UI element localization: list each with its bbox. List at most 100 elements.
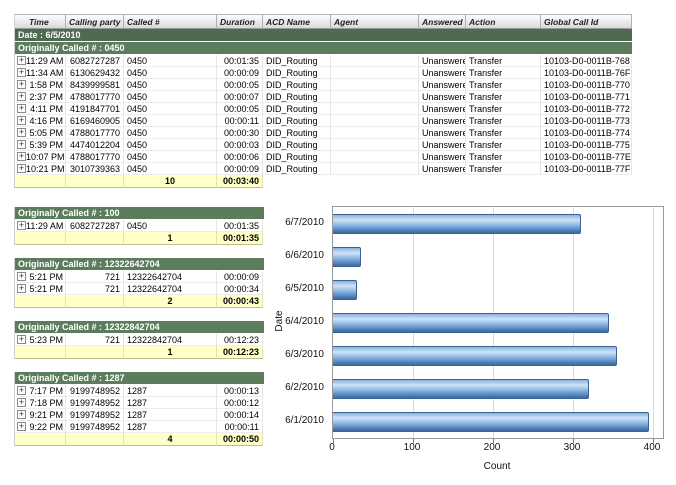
- expand-icon[interactable]: +: [17, 139, 26, 149]
- time-value: 1:58 PM: [29, 79, 63, 90]
- call_id-cell: 10103-D0-0011B-774: [541, 127, 632, 139]
- acd-cell: DID_Routing: [263, 91, 331, 103]
- called-group-header: Originally Called # : 1287: [15, 372, 264, 385]
- calling-cell: 9199748952: [66, 409, 124, 421]
- agent-cell: [331, 139, 419, 151]
- called-group-header: Originally Called # : 100: [15, 207, 264, 220]
- chart-bar: [333, 313, 609, 333]
- column-header-action[interactable]: Action: [466, 14, 541, 29]
- summary-call-count: 2: [124, 295, 217, 308]
- calling-cell: 4788017770: [66, 127, 124, 139]
- time-value: 5:21 PM: [29, 283, 63, 294]
- summary-spacer: [66, 433, 124, 446]
- main-table-header: Time Calling party # Called # Duration ACD N…: [15, 14, 632, 29]
- time-value: 5:23 PM: [29, 334, 63, 345]
- x-axis-tick-label: 200: [483, 442, 501, 453]
- group-summary-row: 1 00:01:35: [15, 232, 264, 245]
- column-header-called[interactable]: Called #: [124, 14, 217, 29]
- calling-cell: 6169460905: [66, 115, 124, 127]
- time-value: 11:29 AM: [26, 55, 64, 66]
- called-cell: 1287: [124, 409, 217, 421]
- called-group-header: Originally Called # : 0450: [15, 42, 632, 55]
- table-row: +7:17 PM 9199748952 1287 00:00:13: [15, 385, 264, 397]
- expand-icon[interactable]: +: [17, 334, 26, 344]
- table-row: +4:16 PM 6169460905 0450 00:00:11 DID_Routin…: [15, 115, 632, 127]
- calling-cell: 721: [66, 334, 124, 346]
- duration-cell: 00:01:35: [217, 220, 263, 232]
- column-header-answered[interactable]: Answered: [419, 14, 466, 29]
- time-value: 7:17 PM: [29, 385, 63, 396]
- expand-icon[interactable]: +: [17, 103, 26, 113]
- column-header-acd[interactable]: ACD Name: [263, 14, 331, 29]
- group-summary-row: 2 00:00:43: [15, 295, 264, 308]
- duration-cell: 00:00:03: [217, 139, 263, 151]
- called-cell: 0450: [124, 55, 217, 67]
- x-axis-tick-label: 300: [563, 442, 581, 453]
- action-cell: Transfer: [466, 67, 541, 79]
- expand-icon[interactable]: +: [17, 220, 26, 230]
- expand-icon[interactable]: +: [17, 385, 26, 395]
- time-value: 4:16 PM: [29, 115, 63, 126]
- time-cell: +4:16 PM: [15, 115, 66, 127]
- time-value: 4:11 PM: [30, 103, 63, 114]
- date-group-header: Date : 6/5/2010: [15, 29, 632, 42]
- call_id-cell: 10103-D0-0011B-771: [541, 91, 632, 103]
- answered-cell: Unanswered: [419, 67, 466, 79]
- time-cell: +11:29 AM: [15, 55, 66, 67]
- expand-icon[interactable]: +: [17, 79, 26, 89]
- summary-spacer: [15, 295, 66, 308]
- expand-icon[interactable]: +: [17, 409, 26, 419]
- summary-call-count: 1: [124, 232, 217, 245]
- calling-cell: 721: [66, 283, 124, 295]
- axis-tick: [413, 439, 414, 443]
- expand-icon[interactable]: +: [17, 55, 26, 65]
- action-cell: Transfer: [466, 115, 541, 127]
- agent-cell: [331, 115, 419, 127]
- column-header-time[interactable]: Time: [15, 14, 66, 29]
- y-axis-tick-label: 6/7/2010: [285, 217, 324, 228]
- expand-icon[interactable]: +: [17, 151, 26, 161]
- expand-icon[interactable]: +: [17, 397, 26, 407]
- x-axis-tick-label: 400: [643, 442, 661, 453]
- summary-total-duration: 00:01:35: [217, 232, 263, 245]
- expand-icon[interactable]: +: [17, 127, 26, 137]
- chart-plot-area: [332, 206, 664, 443]
- time-cell: +5:23 PM: [15, 334, 66, 346]
- column-header-calling[interactable]: Calling party #: [66, 14, 124, 29]
- x-axis-tick-label: 100: [403, 442, 421, 453]
- expand-icon[interactable]: +: [17, 271, 26, 281]
- expand-icon[interactable]: +: [17, 91, 26, 101]
- column-header-agent[interactable]: Agent: [331, 14, 419, 29]
- chart-bar: [333, 412, 649, 432]
- column-header-call_id[interactable]: Global Call Id: [541, 14, 632, 29]
- summary-total-duration: 00:00:50: [217, 433, 263, 446]
- time-cell: +10:21 PM: [15, 163, 66, 175]
- called-cell: 1287: [124, 397, 217, 409]
- calling-cell: 6082727287: [66, 55, 124, 67]
- axis-tick: [493, 439, 494, 443]
- expand-icon[interactable]: +: [17, 163, 26, 173]
- time-cell: +11:34 AM: [15, 67, 66, 79]
- y-axis-labels: 6/7/2010 6/6/2010 6/5/2010 6/4/2010 6/3/2010…: [272, 206, 328, 437]
- time-value: 2:37 PM: [29, 91, 63, 102]
- expand-icon[interactable]: +: [17, 421, 26, 431]
- called-cell: 1287: [124, 385, 217, 397]
- expand-icon[interactable]: +: [17, 115, 26, 125]
- table-row: +2:37 PM 4788017770 0450 00:00:07 DID_Routin…: [15, 91, 632, 103]
- called-cell: 0450: [124, 127, 217, 139]
- answered-cell: Unanswered: [419, 91, 466, 103]
- expand-icon[interactable]: +: [17, 283, 26, 293]
- column-header-duration[interactable]: Duration: [217, 14, 263, 29]
- chart-bar: [333, 379, 589, 399]
- called-cell: 0450: [124, 151, 217, 163]
- expand-icon[interactable]: +: [17, 67, 26, 77]
- chart-bar: [333, 346, 617, 366]
- duration-cell: 00:00:07: [217, 91, 263, 103]
- summary-spacer: [15, 346, 66, 359]
- action-cell: Transfer: [466, 151, 541, 163]
- duration-cell: 00:12:23: [217, 334, 263, 346]
- summary-spacer: [66, 175, 124, 188]
- calling-cell: 8439999581: [66, 79, 124, 91]
- table-row: +5:21 PM 721 12322642704 00:00:34: [15, 283, 264, 295]
- acd-cell: DID_Routing: [263, 139, 331, 151]
